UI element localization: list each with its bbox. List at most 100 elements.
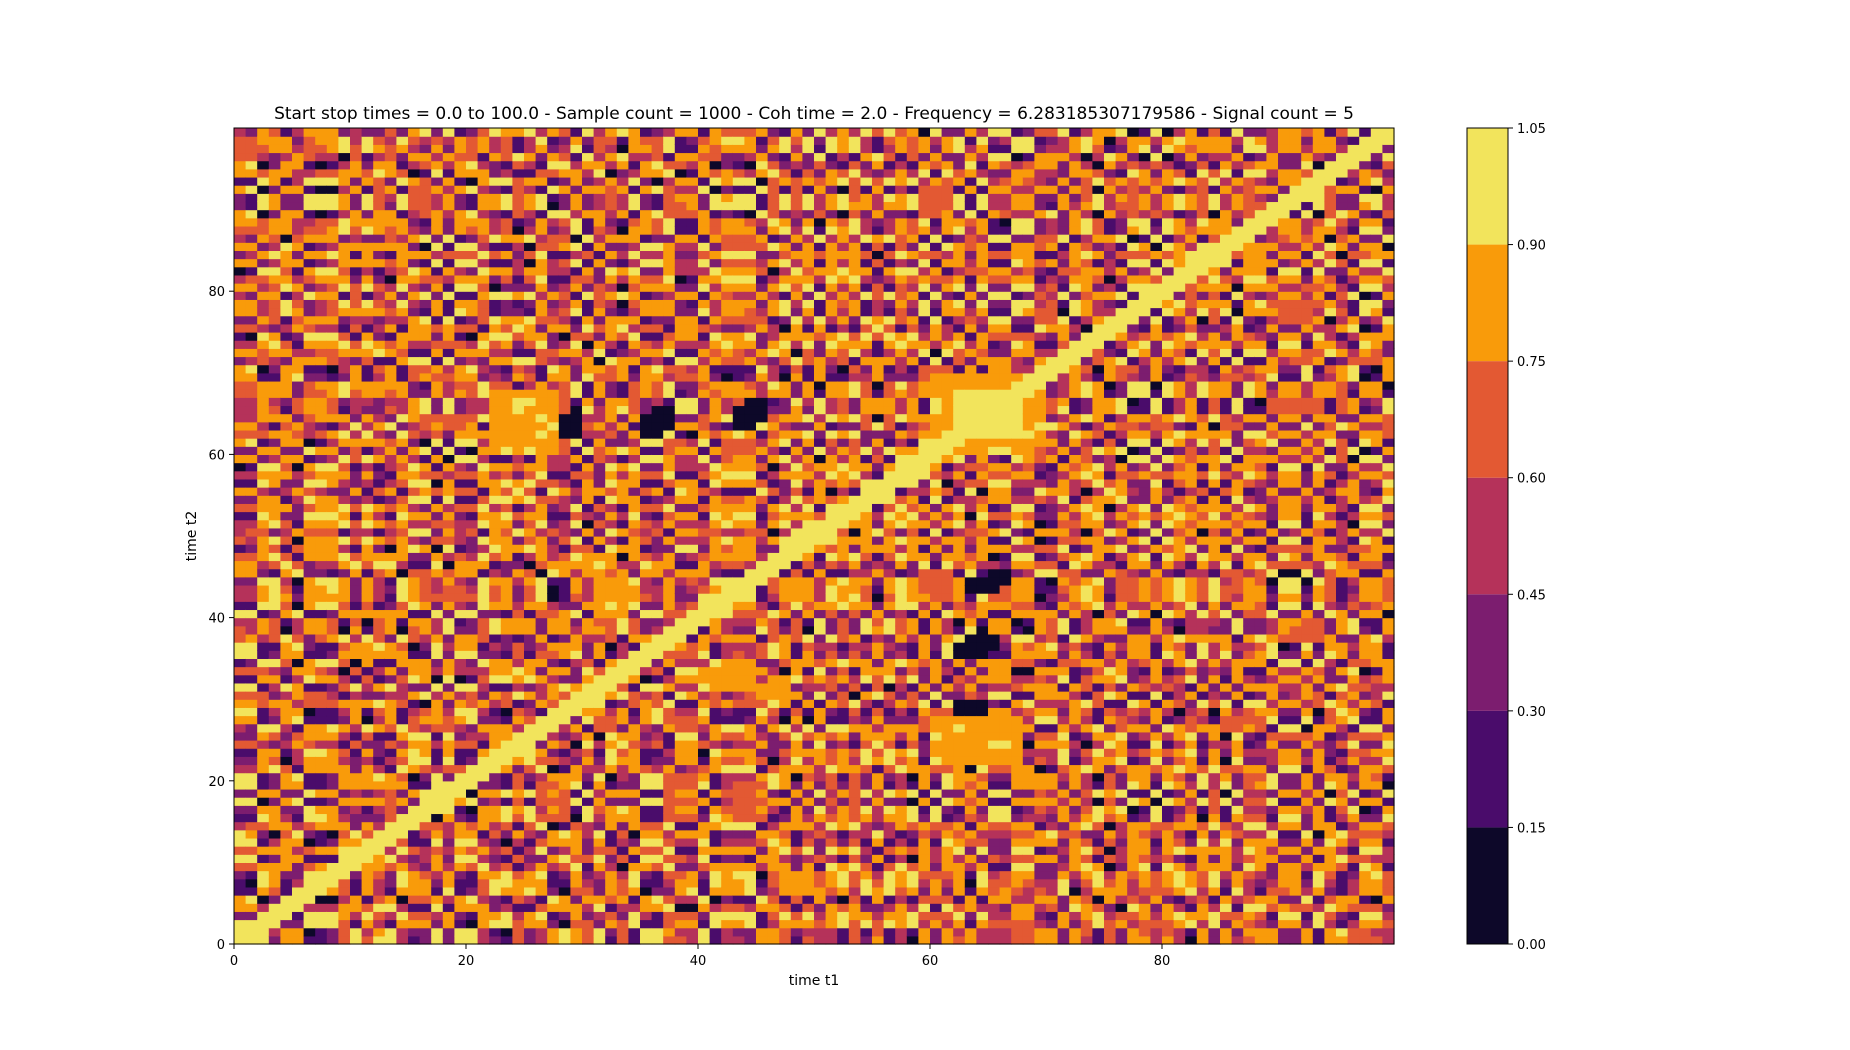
heatmap-cell: [234, 552, 247, 562]
heatmap-cell: [257, 650, 270, 659]
heatmap-cell: [257, 356, 270, 366]
heatmap-cell: [779, 438, 792, 447]
heatmap-cell: [674, 389, 687, 398]
heatmap-cell: [315, 552, 328, 562]
heatmap-cell: [268, 756, 281, 766]
heatmap-cell: [466, 438, 479, 447]
heatmap-cell: [802, 560, 815, 570]
heatmap-cell: [605, 511, 618, 521]
heatmap-cell: [535, 201, 548, 211]
heatmap-cell: [408, 886, 421, 896]
heatmap-cell: [524, 658, 537, 668]
heatmap-cell: [802, 397, 815, 407]
heatmap-cell: [245, 136, 258, 145]
heatmap-cell: [640, 919, 653, 929]
heatmap-cell: [257, 242, 270, 251]
heatmap-cell: [384, 895, 397, 904]
heatmap-cell: [767, 715, 780, 725]
heatmap-cell: [651, 380, 664, 390]
heatmap-cell: [756, 911, 769, 921]
heatmap-cell: [790, 429, 803, 439]
heatmap-cell: [315, 397, 328, 407]
heatmap-cell: [547, 584, 560, 594]
heatmap-cell: [709, 764, 722, 774]
heatmap-cell: [628, 234, 641, 243]
heatmap-cell: [674, 307, 687, 317]
heatmap-cell: [767, 584, 780, 594]
heatmap-cell: [361, 682, 374, 692]
heatmap-cell: [419, 266, 432, 276]
heatmap-cell: [500, 715, 513, 725]
heatmap-cell: [605, 348, 618, 358]
heatmap-cell: [408, 895, 421, 904]
heatmap-cell: [245, 315, 258, 325]
heatmap-cell: [663, 870, 676, 880]
heatmap-cell: [628, 568, 641, 578]
heatmap-cell: [454, 397, 467, 407]
heatmap-cell: [524, 536, 537, 545]
heatmap-cell: [326, 601, 339, 611]
heatmap-cell: [245, 397, 258, 407]
heatmap-cell: [466, 380, 479, 390]
heatmap-cell: [268, 315, 281, 325]
heatmap-cell: [280, 193, 293, 203]
heatmap-cell: [268, 364, 281, 374]
heatmap-cell: [315, 136, 328, 145]
heatmap-cell: [234, 935, 247, 945]
heatmap-cell: [408, 152, 421, 162]
heatmap-cell: [280, 886, 293, 896]
heatmap-cell: [396, 478, 409, 488]
heatmap-cell: [802, 462, 815, 472]
heatmap-cell: [326, 723, 339, 733]
heatmap-cell: [442, 217, 455, 227]
heatmap-cell: [605, 601, 618, 611]
heatmap-cell: [767, 846, 780, 855]
heatmap-cell: [558, 397, 571, 407]
heatmap-cell: [721, 397, 734, 407]
heatmap-cell: [593, 454, 606, 464]
heatmap-cell: [535, 217, 548, 227]
heatmap-cell: [477, 274, 490, 284]
heatmap-cell: [373, 429, 386, 439]
heatmap-cell: [767, 332, 780, 341]
heatmap-cell: [500, 854, 513, 863]
heatmap-cell: [593, 837, 606, 847]
heatmap-cell: [802, 519, 815, 529]
heatmap-cell: [489, 788, 502, 798]
heatmap-cell: [384, 332, 397, 341]
heatmap-cell: [268, 478, 281, 488]
heatmap-cell: [802, 870, 815, 880]
heatmap-cell: [280, 715, 293, 725]
heatmap-cell: [756, 470, 769, 480]
heatmap-cell: [477, 650, 490, 659]
heatmap-cell: [593, 707, 606, 717]
heatmap-cell: [698, 642, 711, 651]
heatmap-cell: [721, 299, 734, 309]
heatmap-cell: [767, 258, 780, 268]
heatmap-cell: [466, 919, 479, 929]
heatmap-cell: [756, 332, 769, 341]
heatmap-cell: [396, 682, 409, 692]
heatmap-cell: [419, 854, 432, 863]
heatmap-cell: [234, 536, 247, 545]
heatmap-cell: [547, 380, 560, 390]
heatmap-cell: [547, 193, 560, 203]
heatmap-cell: [756, 544, 769, 553]
heatmap-cell: [454, 788, 467, 798]
heatmap-cell: [315, 748, 328, 757]
heatmap-cell: [257, 372, 270, 382]
heatmap-cell: [663, 128, 676, 137]
heatmap-cell: [234, 919, 247, 929]
heatmap-cell: [396, 609, 409, 619]
heatmap-cell: [582, 413, 595, 423]
heatmap-cell: [454, 299, 467, 309]
heatmap-cell: [709, 258, 722, 268]
heatmap-cell: [384, 862, 397, 872]
heatmap-cell: [605, 340, 618, 349]
heatmap-cell: [732, 454, 745, 464]
heatmap-cell: [756, 707, 769, 717]
heatmap-cell: [408, 454, 421, 464]
heatmap-cell: [442, 780, 455, 790]
heatmap-cell: [268, 152, 281, 162]
heatmap-cell: [303, 201, 316, 211]
